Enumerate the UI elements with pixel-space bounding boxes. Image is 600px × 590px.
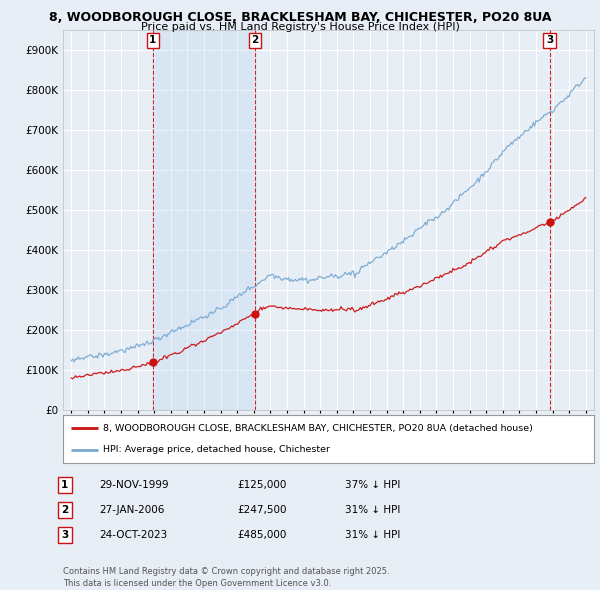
Text: 2: 2: [251, 35, 259, 45]
Bar: [153, 30, 255, 410]
Text: £247,500: £247,500: [237, 506, 287, 515]
Text: 1: 1: [149, 35, 157, 45]
Text: 3: 3: [546, 35, 553, 45]
Text: 31% ↓ HPI: 31% ↓ HPI: [345, 530, 400, 540]
Text: 24-OCT-2023: 24-OCT-2023: [99, 530, 167, 540]
Text: 27-JAN-2006: 27-JAN-2006: [99, 506, 164, 515]
Text: 3: 3: [61, 530, 68, 540]
Text: 2: 2: [61, 506, 68, 515]
Text: 29-NOV-1999: 29-NOV-1999: [99, 480, 169, 490]
Text: 37% ↓ HPI: 37% ↓ HPI: [345, 480, 400, 490]
Text: £125,000: £125,000: [237, 480, 286, 490]
Text: 31% ↓ HPI: 31% ↓ HPI: [345, 506, 400, 515]
Text: HPI: Average price, detached house, Chichester: HPI: Average price, detached house, Chic…: [103, 445, 330, 454]
Text: 8, WOODBOROUGH CLOSE, BRACKLESHAM BAY, CHICHESTER, PO20 8UA: 8, WOODBOROUGH CLOSE, BRACKLESHAM BAY, C…: [49, 11, 551, 24]
Text: Price paid vs. HM Land Registry's House Price Index (HPI): Price paid vs. HM Land Registry's House …: [140, 22, 460, 32]
Text: Contains HM Land Registry data © Crown copyright and database right 2025.
This d: Contains HM Land Registry data © Crown c…: [63, 568, 389, 588]
Text: £485,000: £485,000: [237, 530, 286, 540]
Text: 1: 1: [61, 480, 68, 490]
Text: 8, WOODBOROUGH CLOSE, BRACKLESHAM BAY, CHICHESTER, PO20 8UA (detached house): 8, WOODBOROUGH CLOSE, BRACKLESHAM BAY, C…: [103, 424, 533, 433]
